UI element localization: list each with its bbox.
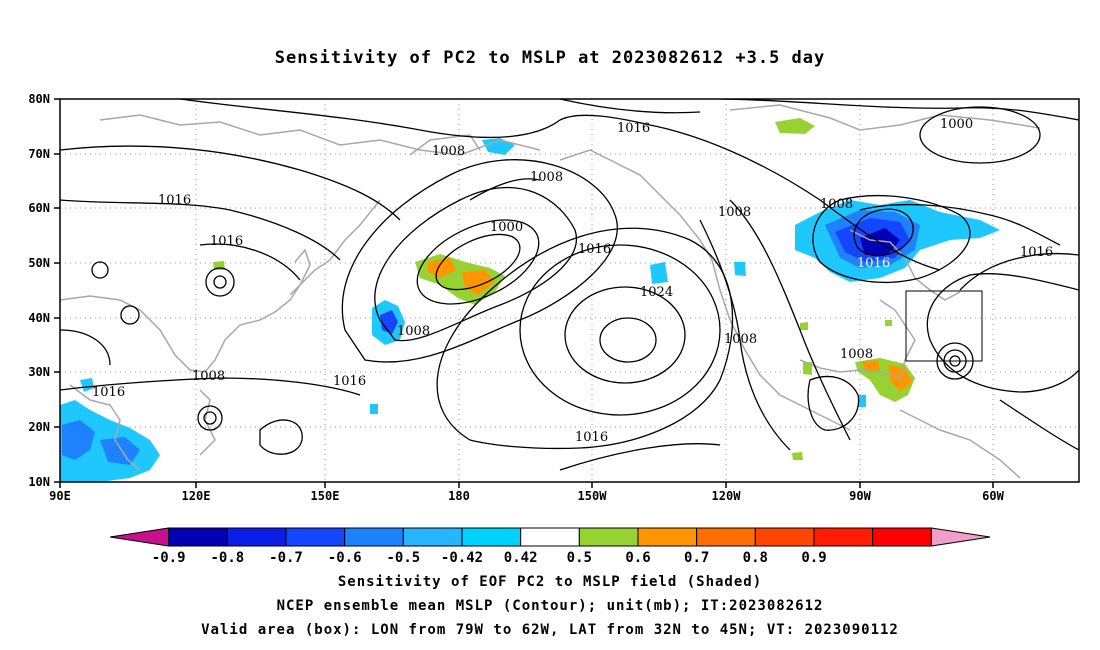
lat-label: 10N [28, 475, 50, 489]
positive-patch-small-b [800, 322, 808, 330]
contour-label: 1016 [575, 430, 608, 445]
lat-label: 50N [28, 256, 50, 270]
negative-patch-gulf-alaska [650, 262, 668, 284]
colorbar-tick-label: -0.6 [328, 550, 362, 566]
colorbar-swatch [637, 527, 698, 547]
contour-label: 1008 [840, 347, 873, 362]
contour-label: 1008 [530, 170, 563, 185]
contour-label: 1016 [1020, 245, 1053, 260]
contour-label: 1016 [578, 242, 611, 257]
chart-title: Sensitivity of PC2 to MSLP at 2023082612… [274, 48, 826, 68]
positive-patch-dateline-orange2 [462, 270, 495, 295]
colorbar-tick-label: 0.7 [684, 550, 709, 566]
lat-label: 20N [28, 420, 50, 434]
contour-label: 1008 [724, 332, 757, 347]
lon-label: 150E [311, 489, 340, 503]
colorbar-swatch [168, 527, 228, 547]
colorbar-swatch [930, 527, 991, 547]
lon-label: 90E [49, 489, 71, 503]
lon-label: 180 [448, 489, 470, 503]
contour-label: 1016 [333, 374, 366, 389]
map-border [59, 98, 1080, 483]
negative-patch-wpac-core [380, 310, 398, 334]
colorbar-swatch [813, 527, 874, 547]
colorbar [109, 527, 991, 547]
colorbar-swatch [285, 527, 346, 547]
colorbar-tick-label: 0.6 [625, 550, 650, 566]
lat-label: 80N [28, 92, 50, 106]
contour-label: 1016 [210, 234, 243, 249]
contour-label: 1024 [640, 285, 673, 300]
lat-label: 60N [28, 201, 50, 215]
contour-label: 1008 [432, 144, 465, 159]
longitude-labels: 90E 120E 150E 180 150W 120W 90W 60W [49, 489, 1004, 503]
negative-patch-sw-core [62, 420, 95, 460]
positive-patch-small-c [885, 320, 892, 326]
colorbar-tick-label: -0.42 [441, 550, 483, 566]
colorbar-swatch [109, 527, 170, 547]
colorbar-labels: -0.9 -0.8 -0.7 -0.6 -0.5 -0.42 0.42 0.5 0.6 0.7 0.… [152, 550, 827, 566]
axis-ticks [54, 98, 994, 488]
colorbar-swatch [696, 527, 756, 547]
contour-label: 1008 [820, 197, 853, 212]
colorbar-swatch [754, 527, 815, 547]
lat-label: 30N [28, 365, 50, 379]
lon-label: 120W [712, 489, 742, 503]
contour-label: 1008 [718, 205, 751, 220]
colorbar-swatch [461, 527, 522, 547]
positive-patch-dateline-orange1 [428, 258, 456, 278]
colorbar-swatch [520, 527, 580, 547]
lon-label: 120E [182, 489, 211, 503]
coastlines [60, 104, 1041, 479]
mslp-contours [60, 99, 1079, 471]
lat-label: 70N [28, 147, 50, 161]
contour-labels: 1016 1008 1000 1008 1016 1016 1008 1000 … [92, 117, 1053, 445]
lon-label: 60W [982, 489, 1004, 503]
contour-label: 1016 [857, 256, 890, 271]
footer-line-1: Sensitivity of EOF PC2 to MSLP field (Sh… [337, 574, 763, 590]
colorbar-swatch [226, 527, 287, 547]
footer-line-2: NCEP ensemble mean MSLP (Contour); unit(… [276, 598, 824, 614]
latitude-labels: 80N 70N 60N 50N 40N 30N 20N 10N [28, 92, 50, 489]
colorbar-swatch [402, 527, 463, 547]
lon-label: 150W [578, 489, 608, 503]
colorbar-swatch [344, 527, 404, 547]
positive-patch-small-d [792, 452, 803, 460]
colorbar-tick-label: -0.9 [152, 550, 186, 566]
colorbar-swatch [578, 527, 639, 547]
positive-patch-arctic [775, 118, 815, 134]
colorbar-tick-label: 0.9 [801, 550, 826, 566]
colorbar-tick-label: 0.5 [567, 550, 592, 566]
contour-label: 1008 [397, 324, 430, 339]
colorbar-tick-label: 0.42 [504, 550, 538, 566]
positive-patch-gulf-orange [862, 360, 880, 372]
colorbar-tick-label: -0.7 [269, 550, 303, 566]
colorbar-swatch [872, 527, 932, 547]
positive-patch-small-a [803, 362, 812, 375]
negative-patch-small-w [734, 262, 746, 276]
colorbar-tick-label: 0.8 [743, 550, 768, 566]
lat-label: 40N [28, 311, 50, 325]
contour-label: 1016 [92, 385, 125, 400]
contour-label: 1016 [617, 121, 650, 136]
contour-label: 1000 [490, 220, 523, 235]
contour-label: 1016 [158, 193, 191, 208]
negative-patch-sw-core2 [100, 437, 140, 465]
negative-patch-sw-small [80, 378, 94, 392]
negative-patch-small-gulf [858, 395, 866, 407]
footer-line-3: Valid area (box): LON from 79W to 62W, L… [201, 622, 899, 638]
contour-label: 1008 [192, 369, 225, 384]
contour-label: 1000 [940, 117, 973, 132]
valid-area-box [905, 290, 983, 362]
colorbar-tick-label: -0.8 [210, 550, 244, 566]
colorbar-tick-label: -0.5 [386, 550, 420, 566]
lon-label: 90W [849, 489, 871, 503]
negative-patch-small-e [370, 404, 378, 414]
